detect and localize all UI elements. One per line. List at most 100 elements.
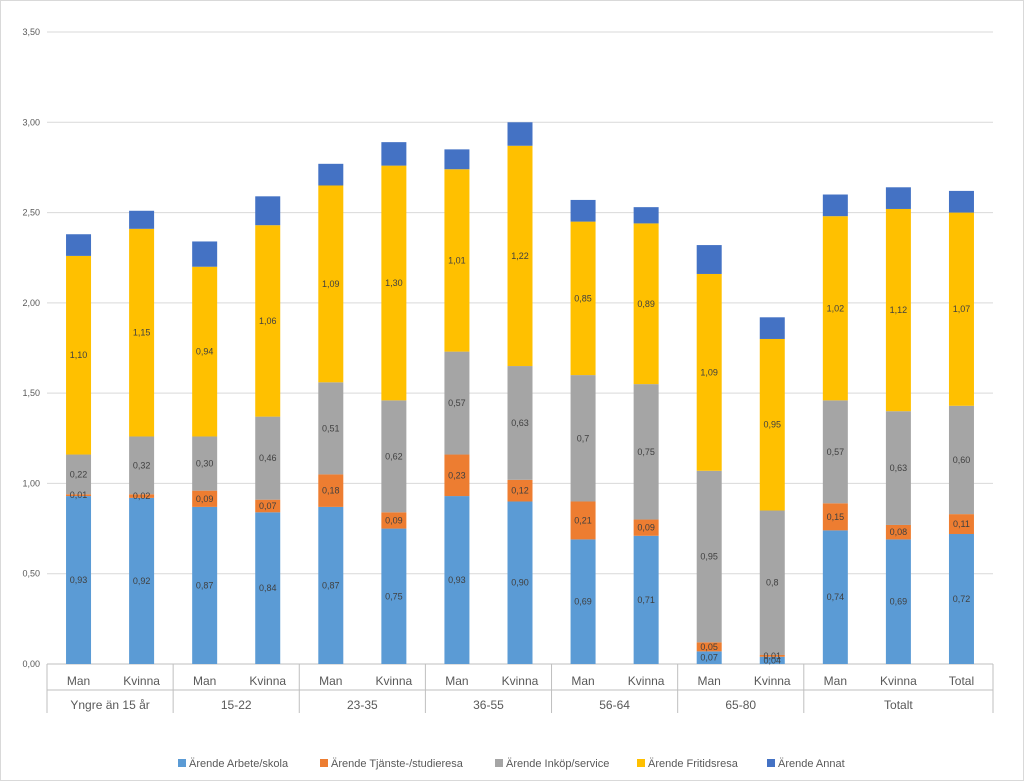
x-group-label: 56-64	[599, 698, 630, 712]
data-label: 0,08	[890, 527, 908, 537]
data-label: 1,12	[890, 305, 908, 315]
data-label: 1,07	[953, 304, 971, 314]
y-tick-label: 3,00	[22, 117, 40, 127]
y-tick-label: 1,50	[22, 388, 40, 398]
data-label: 0,02	[133, 491, 151, 501]
legend-label: Ärende Inköp/service	[506, 758, 609, 770]
x-category-label: Man	[571, 674, 594, 688]
bar-segment-tjanste	[192, 490, 218, 507]
x-category-label: Kvinna	[628, 674, 665, 688]
bar-segment-annat	[633, 207, 659, 224]
bar-segment-annat	[381, 142, 407, 166]
data-label: 0,62	[385, 451, 403, 461]
bar-segment-fritid	[696, 273, 722, 471]
bar-segment-inkop	[381, 400, 407, 513]
bar-segment-arbete	[66, 496, 92, 664]
bar-segment-fritid	[318, 185, 344, 383]
bar-segment-arbete	[381, 528, 407, 664]
legend-swatch	[178, 759, 186, 767]
bar-segment-fritid	[507, 145, 533, 367]
bar-segment-tjanste	[570, 501, 596, 540]
data-label: 0,90	[511, 578, 529, 588]
data-label: 0,05	[700, 642, 718, 652]
bar-segment-tjanste	[759, 654, 785, 657]
x-group-label: 23-35	[347, 698, 378, 712]
bar-segment-inkop	[66, 454, 92, 495]
bar-segment-inkop	[759, 510, 785, 655]
data-label: 1,22	[511, 251, 529, 261]
bar-segment-annat	[66, 234, 92, 256]
data-label: 0,12	[511, 486, 529, 496]
x-category-label: Man	[824, 674, 847, 688]
data-label: 0,69	[574, 597, 592, 607]
bar-segment-annat	[255, 196, 281, 226]
legend-item: Ärende Inköp/service	[495, 758, 609, 770]
bars	[66, 122, 974, 664]
bar-segment-annat	[948, 190, 974, 213]
x-category-label: Man	[67, 674, 90, 688]
legend-swatch	[767, 759, 775, 767]
legend-item: Ärende Annat	[767, 758, 845, 770]
bar-segment-inkop	[633, 384, 659, 520]
bar-segment-inkop	[444, 351, 470, 455]
x-group-label: Yngre än 15 år	[70, 698, 149, 712]
data-label: 0,57	[448, 398, 466, 408]
bar-segment-fritid	[570, 221, 596, 376]
bar-segment-fritid	[192, 266, 218, 437]
bar-segment-inkop	[507, 366, 533, 480]
bar-segment-fritid	[822, 216, 848, 401]
bar-segment-annat	[192, 241, 218, 267]
legend: Ärende Arbete/skola Ärende Tjänste-/studi…	[178, 758, 845, 770]
y-tick-label: 0,00	[22, 659, 40, 669]
bar-segment-arbete	[822, 530, 848, 664]
bar-segment-tjanste	[318, 474, 344, 507]
legend-item: Ärende Fritidsresa	[637, 758, 739, 770]
bar-segment-annat	[822, 194, 848, 217]
data-label: 0,21	[574, 515, 592, 525]
bar-segment-tjanste	[129, 494, 155, 498]
bar-segment-fritid	[129, 228, 155, 437]
bar-segment-tjanste	[885, 524, 911, 540]
legend-swatch	[320, 759, 328, 767]
bar-segment-arbete	[255, 512, 281, 664]
bar-segment-fritid	[444, 169, 470, 352]
bar-segment-tjanste	[66, 494, 92, 497]
bar-segment-tjanste	[696, 642, 722, 652]
data-label: 0,92	[133, 576, 151, 586]
data-label: 1,01	[448, 255, 466, 265]
x-category-label: Kvinna	[502, 674, 539, 688]
x-category-label: Kvinna	[880, 674, 917, 688]
x-category-label: Kvinna	[376, 674, 413, 688]
data-label: 0,60	[953, 455, 971, 465]
bar-segment-annat	[318, 163, 344, 186]
data-label: 0,01	[70, 490, 88, 500]
data-label: 0,01	[764, 651, 782, 661]
legend-label: Ärende Fritidsresa	[648, 758, 739, 770]
y-tick-label: 2,50	[22, 208, 40, 218]
bar-segment-tjanste	[822, 503, 848, 531]
data-label: 0,30	[196, 459, 214, 469]
data-label: 0,69	[890, 597, 908, 607]
x-category-label: Total	[949, 674, 974, 688]
data-label: 0,7	[577, 433, 590, 443]
legend-swatch	[495, 759, 503, 767]
data-label: 0,09	[196, 494, 214, 504]
data-label: 0,09	[385, 515, 403, 525]
data-label: 0,51	[322, 423, 340, 433]
bar-segment-fritid	[66, 255, 92, 455]
x-category-label: Man	[193, 674, 216, 688]
y-tick-label: 2,00	[22, 298, 40, 308]
bar-segment-inkop	[885, 411, 911, 525]
bar-segment-arbete	[759, 656, 785, 664]
data-label: 1,15	[133, 328, 151, 338]
data-label: 1,30	[385, 278, 403, 288]
bar-segment-arbete	[885, 539, 911, 664]
data-label: 1,02	[827, 303, 845, 313]
data-label: 0,95	[764, 420, 782, 430]
data-label: 0,57	[827, 447, 845, 457]
x-category-label: Man	[445, 674, 468, 688]
data-label: 0,63	[511, 418, 529, 428]
data-label: 1,06	[259, 316, 277, 326]
y-tick-label: 0,50	[22, 569, 40, 579]
